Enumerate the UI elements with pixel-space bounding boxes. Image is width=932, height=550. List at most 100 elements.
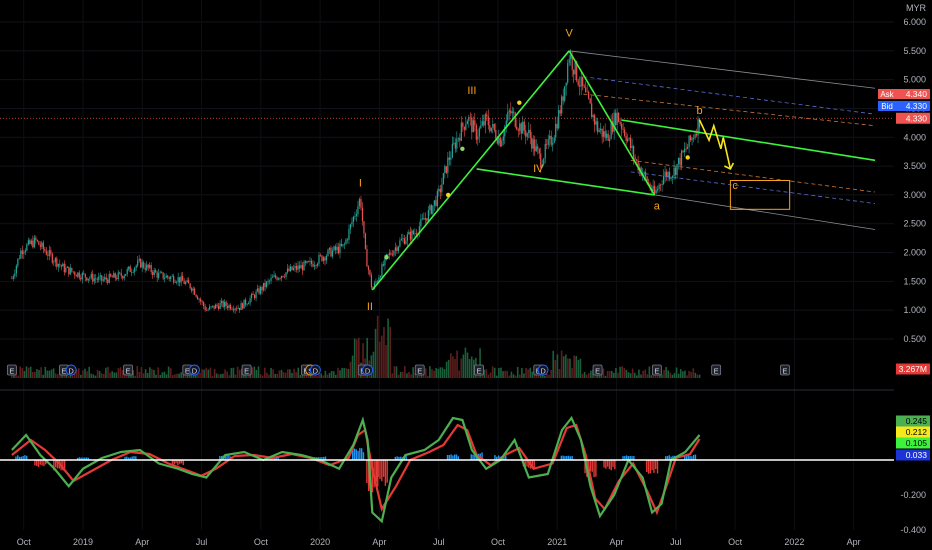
candle-body: [84, 273, 86, 278]
candle-body: [541, 164, 543, 168]
time-axis[interactable]: Oct 2019 Apr Jul Oct 2020 Apr Jul Oct 2021 Apr Jul O…: [17, 537, 861, 547]
volume-bar: [698, 374, 701, 378]
candle-body: [249, 298, 251, 304]
candle-body: [556, 123, 558, 129]
volume-bar: [498, 367, 500, 378]
event-icon[interactable]: D: [362, 364, 374, 376]
histogram-bar: [496, 456, 498, 460]
histogram-bar: [610, 460, 612, 471]
wave-label: IV: [533, 163, 544, 175]
volume-bar: [493, 367, 496, 378]
candle-body: [203, 302, 205, 307]
event-icon[interactable]: D: [309, 364, 321, 376]
volume-bar: [510, 371, 513, 378]
histogram-bar: [624, 456, 626, 460]
volume-bar: [587, 373, 590, 378]
event-icon[interactable]: E: [241, 364, 252, 376]
candle-body: [315, 265, 317, 266]
event-icon[interactable]: E: [711, 364, 722, 376]
volume-bar: [230, 368, 233, 378]
event-icon[interactable]: D: [189, 364, 200, 376]
volume-bar: [286, 369, 289, 378]
candle-body: [60, 265, 62, 267]
event-icon[interactable]: E: [123, 364, 133, 376]
candle-body: [677, 157, 680, 165]
price-axis[interactable]: MYR6.0005.5005.0004.5004.0003.5003.0002.…: [903, 3, 926, 344]
histogram-bar: [371, 460, 374, 493]
candle-body: [185, 282, 187, 285]
volume-bar: [316, 375, 318, 378]
candle-body: [194, 288, 196, 295]
volume-bar: [23, 371, 26, 378]
candle-body: [414, 233, 416, 234]
histogram-bar: [180, 460, 183, 464]
volume-bar: [682, 371, 684, 378]
volume-bar: [111, 371, 113, 378]
candle-body: [553, 137, 555, 143]
candle-body: [63, 263, 65, 273]
volume-bar: [562, 356, 565, 378]
event-icon[interactable]: D: [537, 364, 549, 376]
event-icon[interactable]: E: [414, 364, 425, 376]
time-tick-label: Jul: [670, 537, 682, 547]
volume-bar: [347, 368, 350, 378]
event-icon[interactable]: E: [474, 364, 484, 376]
event-icon[interactable]: E: [592, 364, 603, 376]
candle-body: [480, 125, 482, 129]
volume-bar: [234, 374, 237, 378]
event-icon[interactable]: E: [651, 364, 662, 376]
candle-body: [396, 247, 398, 251]
volume-bar: [625, 369, 628, 378]
volume-bar: [90, 373, 93, 378]
candle-body: [366, 248, 368, 267]
event-icon[interactable]: D: [65, 364, 77, 376]
candle-body: [459, 138, 461, 141]
candle-body: [21, 250, 23, 254]
volume-bar: [161, 372, 164, 378]
volume-bar: [548, 374, 550, 378]
candle-body: [532, 139, 534, 149]
candle-body: [511, 111, 513, 114]
candle-body: [20, 250, 22, 259]
ask-value-bg: [896, 89, 930, 99]
candle-body: [87, 278, 89, 281]
candle-body: [198, 299, 200, 300]
candle-body: [117, 272, 119, 280]
event-letter: D: [192, 367, 198, 376]
volume-bar: [322, 375, 325, 378]
volume-bar: [151, 368, 153, 378]
candle-body: [247, 303, 250, 305]
volume-bar: [546, 374, 548, 378]
candle-body: [298, 265, 301, 269]
histogram-bar: [175, 460, 177, 464]
volume-bar: [270, 367, 272, 378]
histogram-bar: [622, 456, 624, 460]
candle-body: [137, 260, 139, 266]
candle-body: [95, 278, 97, 280]
candle-body: [155, 270, 157, 273]
histogram-bar: [633, 456, 635, 460]
candle-body: [134, 267, 136, 272]
candle-body: [336, 246, 338, 251]
candle-body: [27, 240, 29, 245]
candle-body: [580, 76, 582, 87]
candle-body: [125, 273, 127, 276]
volume-bar: [636, 375, 638, 378]
candle-body: [592, 115, 594, 118]
candle-body: [498, 137, 500, 144]
event-icon[interactable]: E: [780, 364, 790, 376]
histogram-bar: [612, 460, 614, 467]
candle-body: [517, 129, 519, 131]
volume-bar: [619, 366, 621, 378]
candle-body: [352, 216, 355, 223]
event-icon[interactable]: E: [6, 364, 17, 376]
candle-body: [38, 241, 40, 245]
event-letter: E: [185, 367, 190, 376]
dividend-icon: [362, 364, 374, 376]
candle-body: [444, 166, 446, 174]
candle-body: [331, 250, 334, 257]
volume-bar: [86, 371, 88, 378]
candle-body: [39, 244, 41, 247]
candle-body: [222, 300, 224, 307]
